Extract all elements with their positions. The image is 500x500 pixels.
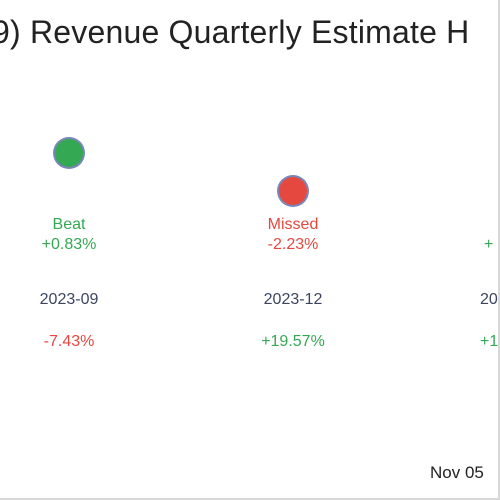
surprise-percent: -2.23% bbox=[267, 236, 319, 253]
yoy-change: -7.43% bbox=[43, 333, 95, 350]
surprise-percent: + bbox=[484, 236, 494, 253]
period-label: 20 bbox=[480, 291, 498, 308]
yoy-change: +1 bbox=[480, 333, 499, 350]
estimate-status: Missed bbox=[267, 216, 319, 233]
footer-date: Nov 05 bbox=[430, 463, 484, 482]
surprise-percent: +0.83% bbox=[41, 236, 97, 253]
yoy-change: +19.57% bbox=[261, 333, 325, 350]
quarter-column-2023-09: Beat +0.83% 2023-09 -7.43% bbox=[0, 0, 149, 500]
estimate-dot bbox=[55, 139, 83, 167]
quarter-column-2023-12: Missed -2.23% 2023-12 +19.57% bbox=[213, 0, 373, 500]
quarter-column-partial: + 20 +1 bbox=[474, 0, 500, 500]
period-label: 2023-12 bbox=[263, 291, 323, 308]
estimate-status: Beat bbox=[52, 216, 86, 233]
period-label: 2023-09 bbox=[39, 291, 99, 308]
estimate-dot bbox=[279, 177, 307, 205]
chart-title: 9) Revenue Quarterly Estimate H bbox=[0, 14, 470, 50]
